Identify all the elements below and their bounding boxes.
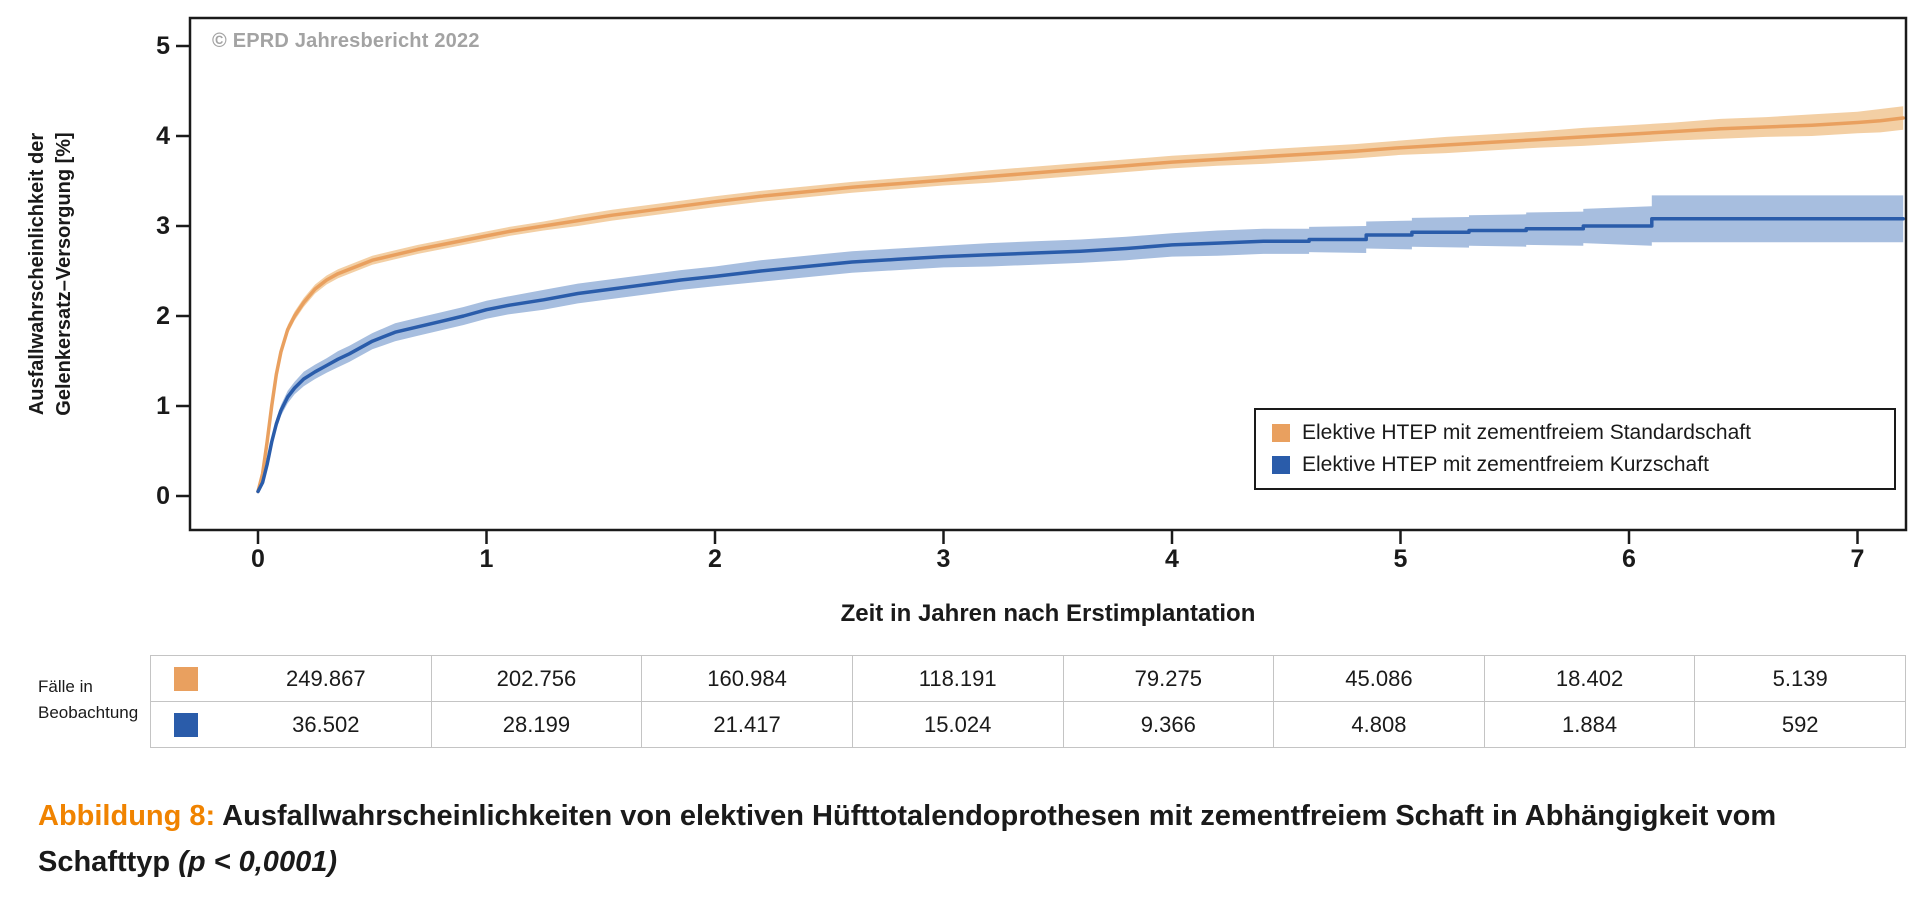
y-tick-label: 4 [156,122,170,150]
risk-table-label: Fälle in Beobachtung [38,674,138,727]
survival-chart [176,16,1908,544]
risk-count-cell: 9.366 [1062,702,1274,747]
risk-table-row: 249.867 202.756 160.984 118.191 79.275 45.086… [151,656,1905,701]
legend-swatch [1272,456,1290,474]
risk-count-cell: 79.275 [1062,656,1274,701]
series-line [256,217,1905,494]
caption-prefix: Abbildung 8: [38,800,216,832]
y-tick-label: 0 [156,482,170,510]
risk-row-swatch [174,712,198,737]
y-tick-label: 2 [156,302,170,330]
risk-table-label-line1: Fälle in [38,677,93,696]
legend-label: Elektive HTEP mit zementfreiem Kurzschaf… [1302,453,1709,476]
x-tick-label: 0 [251,545,265,573]
risk-count-cell: 118.191 [851,656,1063,701]
figure-caption: Abbildung 8: Ausfallwahrscheinlichkeiten… [38,793,1894,886]
y-tick-label: 3 [156,212,170,240]
risk-table: 249.867 202.756 160.984 118.191 79.275 45.086… [150,655,1906,748]
legend-label: Elektive HTEP mit zementfreiem Standards… [1302,421,1751,444]
y-axis-label: Ausfallwahrscheinlichkeit der Gelenkersa… [24,124,80,424]
legend-swatch [1272,424,1290,442]
risk-count-cell: 5.139 [1694,656,1905,701]
risk-count-cell: 21.417 [641,702,852,747]
risk-row-swatch [174,666,198,691]
legend-entry: Elektive HTEP mit zementfreiem Kurzschaf… [1272,453,1878,477]
risk-count-cell: 28.199 [430,702,642,747]
x-tick-label: 5 [1393,545,1408,573]
risk-count-cell: 1.884 [1483,702,1695,747]
copyright-note: © EPRD Jahresbericht 2022 [212,30,480,52]
legend-entry: Elektive HTEP mit zementfreiem Standards… [1272,421,1878,445]
risk-count-cell: 249.867 [286,665,366,691]
x-tick-label: 3 [936,545,951,573]
x-tick-label: 2 [708,545,722,573]
legend: Elektive HTEP mit zementfreiem Standards… [1254,408,1896,490]
x-tick-label: 6 [1622,545,1636,573]
risk-count-cell: 15.024 [851,702,1063,747]
risk-count-cell: 592 [1694,702,1905,747]
risk-count-cell: 202.756 [430,656,642,701]
y-axis-label-line2: Gelenkersatz–Versorgung [%] [53,132,75,416]
ci-band [258,106,1904,494]
caption-text: Ausfallwahrscheinlichkeiten von elektive… [38,800,1777,879]
risk-row-swatch-cell [151,702,221,747]
risk-table-label-line2: Beobachtung [38,703,139,723]
y-axis-label-line1: Ausfallwahrscheinlichkeit der [26,132,48,416]
plot-border [188,16,1908,532]
y-tick-label: 5 [156,32,170,60]
caption-stat: (p < 0,0001) [178,846,337,879]
risk-count-cell: 4.808 [1273,702,1484,747]
ci-band [258,195,1904,494]
x-tick-label: 4 [1165,545,1179,573]
x-tick-label: 1 [479,545,494,573]
risk-count-cell: 36.502 [292,711,360,737]
x-axis-label: Zeit in Jahren nach Erstimplantation [840,600,1256,627]
series-line [256,116,1905,494]
risk-table-row: 36.502 28.199 21.417 15.024 9.366 4.808 1.884 5… [151,701,1905,747]
risk-row-swatch-cell [151,656,221,701]
risk-count-cell: 45.086 [1273,656,1484,701]
risk-count-cell: 160.984 [641,656,852,701]
y-tick-label: 1 [156,392,170,420]
risk-count-cell: 18.402 [1483,656,1695,701]
x-tick-label: 7 [1850,545,1865,573]
